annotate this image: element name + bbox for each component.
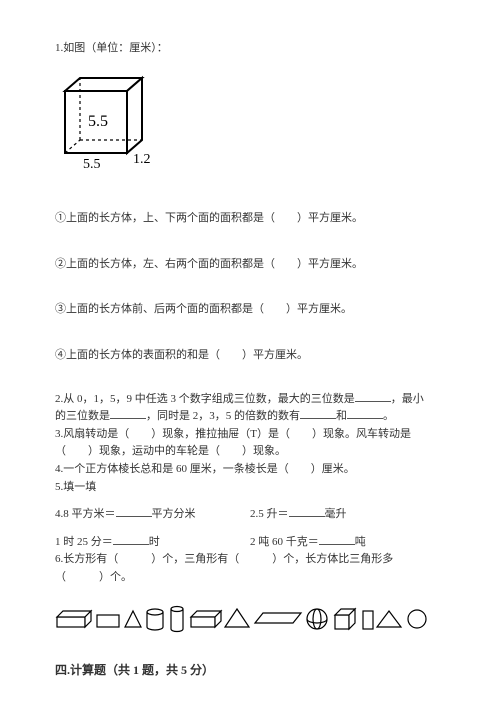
blank	[300, 408, 336, 419]
q1-sub2: ②上面的长方体，左、右两个面的面积都是（ ）平方厘米。	[55, 256, 445, 274]
blank	[110, 408, 146, 419]
q2-l2c: 和	[336, 410, 347, 422]
q2-l2a: 的三位数是	[55, 410, 110, 422]
cuboid-label-side: 5.5	[88, 113, 108, 130]
section-4-heading: 四.计算题（共 1 题，共 5 分）	[55, 661, 445, 680]
q5-r1la: 4.8 平方米＝	[55, 508, 116, 520]
q1-sub1: ①上面的长方体，上、下两个面的面积都是（ ）平方厘米。	[55, 210, 445, 228]
blank	[289, 506, 325, 517]
q5-title: 5.填一填	[55, 479, 445, 497]
q5-r1rb: 毫升	[325, 508, 347, 520]
q2-l1a: 2.从 0，1，5，9 中任选 3 个数字组成三位数，最大的三位数是	[55, 393, 355, 405]
q5-r2la: 1 时 25 分＝	[55, 536, 113, 548]
cuboid-label-depth: 1.2	[133, 152, 151, 167]
q6-l1: 6.长方形有（ ）个，三角形有（ ）个，长方体比三角形多	[55, 553, 393, 565]
q3-l1: 3.风扇转动是（ ）现象，推拉抽屉（T）是（ ）现象。风车转动是	[55, 428, 411, 440]
q5-r2ra: 2 吨 60 千克＝	[250, 536, 319, 548]
q6-l2: （ ）个。	[55, 571, 132, 583]
q2-l1b: ，最小	[391, 393, 424, 405]
q1-sub3: ③上面的长方体前、后两个面的面积都是（ ）平方厘米。	[55, 301, 445, 319]
blank	[113, 534, 149, 545]
q2-l2d: 。	[383, 410, 394, 422]
q5-r1ra: 2.5 升＝	[250, 508, 289, 520]
blank	[355, 391, 391, 402]
blank	[347, 408, 383, 419]
cuboid-label-bottom: 5.5	[83, 157, 101, 172]
blank	[116, 506, 152, 517]
cuboid-figure: 5.5 5.5 1.2	[55, 66, 445, 183]
q5-row1: 4.8 平方米＝ 平方分米 2.5 升＝ 毫升	[55, 506, 445, 524]
blank	[319, 534, 355, 545]
q5-r1lb: 平方分米	[152, 508, 196, 520]
q4: 4.一个正方体棱长总和是 60 厘米，一条棱长是（ ）厘米。	[55, 461, 445, 479]
q3-l2: （ ）现象，运动中的车轮是（ ）现象。	[55, 445, 286, 457]
q6: 6.长方形有（ ）个，三角形有（ ）个，长方体比三角形多 （ ）个。	[55, 551, 445, 586]
q5-r2rb: 吨	[355, 536, 366, 548]
q5-r2lb: 时	[149, 536, 160, 548]
q3: 3.风扇转动是（ ）现象，推拉抽屉（T）是（ ）现象。风车转动是 （ ）现象，运…	[55, 426, 445, 461]
q1-title: 1.如图（单位：厘米）：	[55, 40, 445, 58]
q2-l2b: ，同时是 2，3，5 的倍数的数有	[146, 410, 300, 422]
shapes-row	[55, 601, 445, 644]
q2: 2.从 0，1，5，9 中任选 3 个数字组成三位数，最大的三位数是 ，最小 的三…	[55, 391, 445, 426]
q1-sub4: ④上面的长方体的表面积的和是（ ）平方厘米。	[55, 347, 445, 365]
q5-row2: 1 时 25 分＝ 时 2 吨 60 千克＝ 吨	[55, 534, 445, 552]
